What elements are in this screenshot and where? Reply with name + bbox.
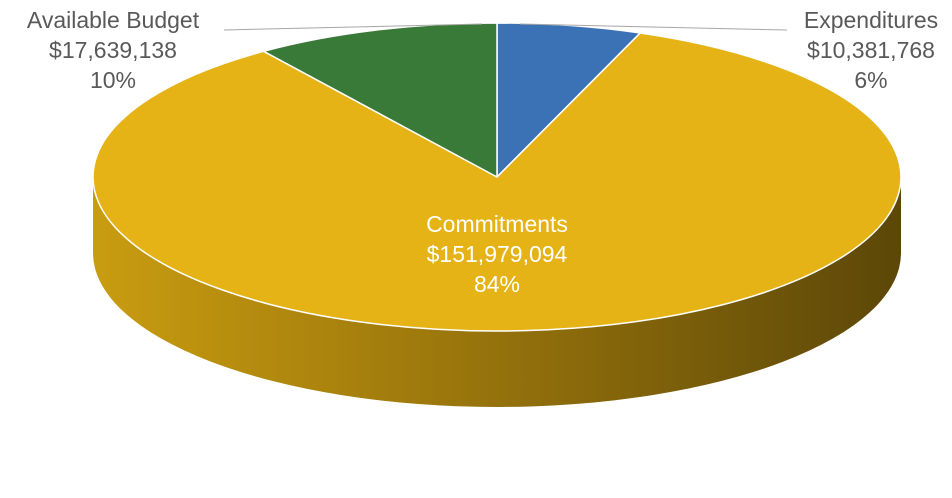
slice-label-value: $151,979,094 (427, 241, 568, 267)
slice-label-expenditures: Expenditures $10,381,768 6% (804, 7, 938, 93)
slice-label-value: $17,639,138 (49, 37, 177, 63)
slice-label-name: Commitments (426, 211, 568, 237)
slice-label-percent: 84% (474, 271, 520, 297)
slice-label-available-budget: Available Budget $17,639,138 10% (27, 7, 200, 93)
slice-label-name: Available Budget (27, 7, 200, 33)
leader-line-expenditures (519, 23, 788, 31)
slice-label-percent: 6% (854, 67, 887, 93)
pie-slice-commitments (92, 32, 902, 332)
slice-label-value: $10,381,768 (807, 37, 935, 63)
slice-label-name: Expenditures (804, 7, 938, 33)
slice-label-commitments: Commitments $151,979,094 84% (426, 211, 568, 297)
leader-line-available-budget (223, 23, 483, 31)
slice-label-percent: 10% (90, 67, 136, 93)
pie-slice-available-budget (262, 22, 498, 178)
pie-side-wall (93, 177, 901, 407)
